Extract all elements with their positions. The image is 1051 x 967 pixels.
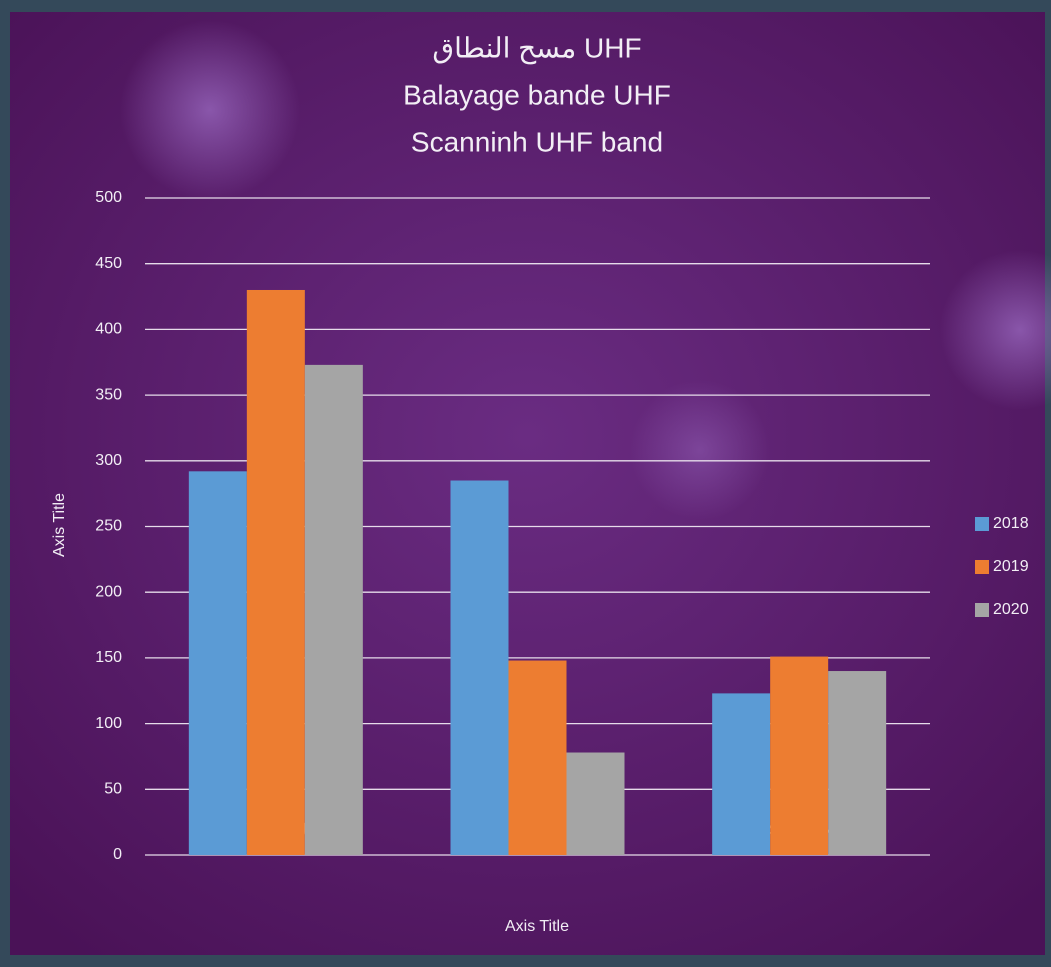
legend-swatch	[975, 560, 989, 574]
y-tick-label: 300	[95, 452, 122, 469]
glow	[630, 380, 770, 520]
y-axis-title: Axis Title	[51, 493, 68, 557]
legend-label: 2020	[993, 601, 1029, 618]
y-tick-label: 450	[95, 255, 122, 272]
y-tick-label: 350	[95, 386, 122, 403]
bar	[770, 656, 829, 855]
y-tick-label: 400	[95, 321, 122, 338]
y-tick-label: 250	[95, 518, 122, 535]
y-tick-label: 200	[95, 583, 122, 600]
x-axis-title: Axis Title	[505, 918, 569, 935]
chart-title: Scanninh UHF band	[411, 126, 663, 157]
legend-swatch	[975, 603, 989, 617]
y-tick-label: 50	[104, 781, 122, 798]
y-tick-label: 0	[113, 846, 122, 863]
chart-title: Balayage bande UHF	[403, 79, 671, 110]
legend-label: 2019	[993, 558, 1029, 575]
chart-title: مسح النطاق UHF	[432, 32, 641, 64]
bar	[304, 364, 363, 855]
glow	[940, 250, 1051, 410]
bar	[712, 693, 771, 855]
legend-swatch	[975, 517, 989, 531]
legend-label: 2018	[993, 515, 1029, 532]
y-tick-label: 500	[95, 189, 122, 206]
glow	[120, 20, 300, 200]
bar	[246, 289, 305, 856]
bar	[508, 660, 567, 855]
y-tick-label: 100	[95, 715, 122, 732]
bar	[450, 480, 509, 855]
bar	[188, 471, 247, 855]
bar	[566, 752, 625, 855]
bar	[828, 671, 887, 855]
y-tick-label: 150	[95, 649, 122, 666]
